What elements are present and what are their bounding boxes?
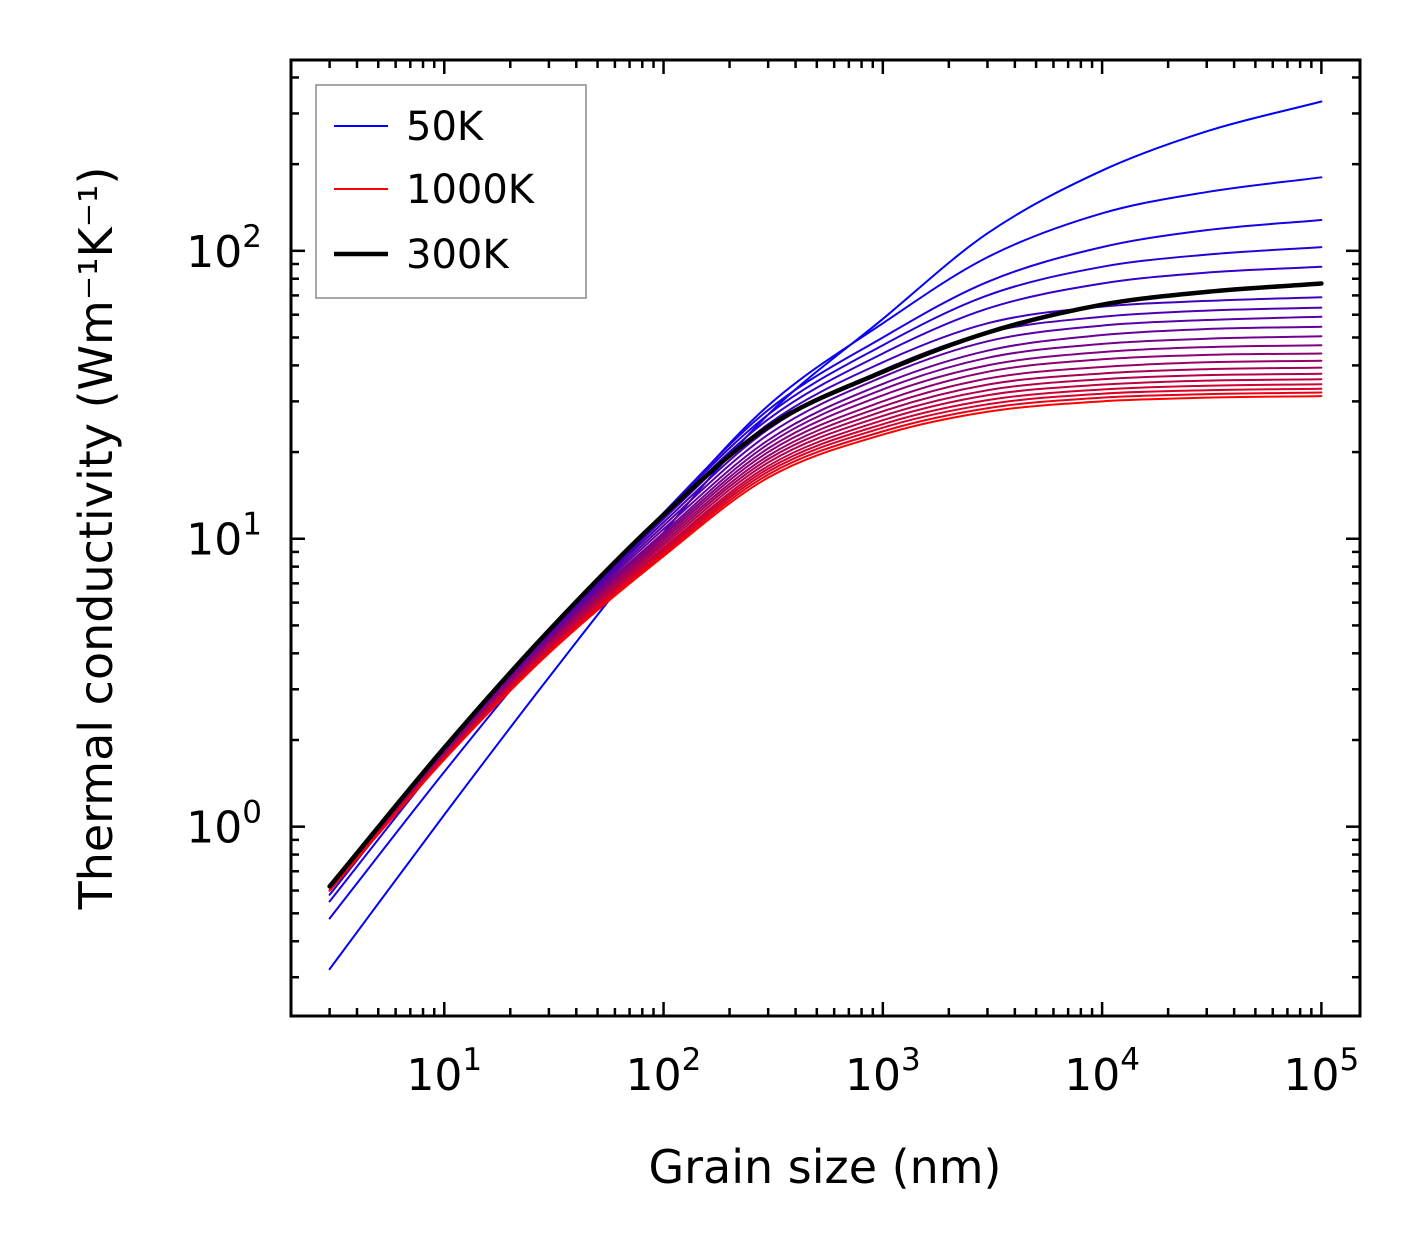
y-tick-label: 100 — [186, 795, 262, 854]
series-line-1000k — [328, 395, 1323, 892]
series-line-17 — [328, 383, 1323, 892]
legend: 50K 1000K 300K — [315, 84, 587, 299]
legend-box — [315, 84, 587, 299]
y-tick-label: 101 — [186, 507, 262, 566]
legend-label-300k: 300K — [406, 232, 510, 278]
series-line-8 — [328, 315, 1323, 892]
x-tick-labels: 101 102 103 104 105 — [406, 1042, 1359, 1101]
y-tick-label: 102 — [186, 219, 262, 278]
y-tick-labels: 100 101 102 — [186, 219, 262, 854]
x-axis-title: Grain size (nm) — [649, 1140, 1002, 1194]
tick-layer — [289, 60, 1360, 1016]
x-tick-label: 105 — [1284, 1042, 1360, 1101]
series-line-16 — [328, 378, 1323, 892]
series-line-9 — [328, 325, 1323, 892]
series-line-18 — [328, 387, 1323, 892]
x-tick-label: 104 — [1064, 1042, 1140, 1101]
series-line-19 — [328, 391, 1323, 892]
y-axis-title: Thermal conductivity (Wm⁻¹K⁻¹) — [69, 167, 123, 911]
series-line-50k — [328, 100, 1323, 971]
series-line-300k — [327, 281, 1324, 889]
series-line-2 — [328, 176, 1323, 920]
series-line-4 — [328, 246, 1323, 896]
legend-label-1000k: 1000K — [406, 167, 536, 213]
x-tick-label: 103 — [845, 1042, 921, 1101]
series-line-12 — [328, 352, 1323, 892]
series-line-10 — [328, 335, 1323, 892]
series-layer — [327, 100, 1324, 971]
x-tick-label: 102 — [626, 1042, 702, 1101]
legend-label-50k: 50K — [406, 104, 485, 150]
x-tick-label: 101 — [406, 1042, 482, 1101]
